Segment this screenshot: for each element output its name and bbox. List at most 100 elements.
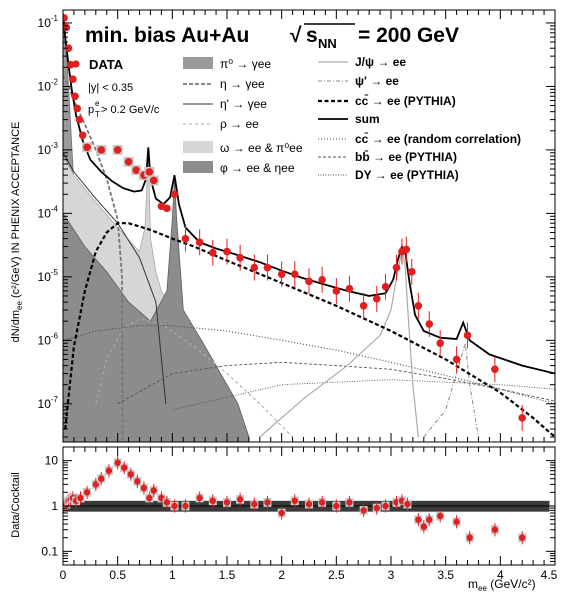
ratio-point bbox=[134, 478, 141, 485]
ratio-point bbox=[182, 502, 189, 510]
rho-line bbox=[95, 318, 293, 438]
legend-label: sum bbox=[355, 112, 380, 126]
data-point bbox=[332, 287, 341, 295]
plot-title: min. bias Au+Au √ s NN = 200 GeV bbox=[85, 23, 459, 51]
data-point bbox=[263, 263, 272, 272]
data-point bbox=[491, 365, 499, 374]
data-point bbox=[66, 60, 75, 69]
data-point bbox=[414, 301, 423, 310]
data-point bbox=[124, 157, 133, 166]
data-point bbox=[359, 301, 368, 310]
x-tick-label: 3 bbox=[388, 568, 395, 582]
y-tick-label: 10-5 bbox=[38, 268, 59, 284]
data-point bbox=[518, 414, 526, 422]
ratio-point bbox=[278, 509, 285, 517]
cut-pt-value: > 0.2 GeV/c bbox=[101, 104, 160, 116]
data-point bbox=[63, 14, 68, 22]
data-point bbox=[372, 295, 381, 303]
legend-label: ω → ee & π⁰ee bbox=[220, 141, 303, 155]
bottom-axes: 0.1 1 10 0 0.5 1 1.5 2 2.5 3 3.5 4 4.5 bbox=[41, 446, 558, 582]
y-tick-label: 10-4 bbox=[38, 204, 59, 220]
y-tick-label: 10 bbox=[45, 454, 59, 468]
data-point bbox=[97, 146, 106, 154]
bottom-y-axis-label: Data/Cocktail bbox=[10, 472, 22, 537]
legend-label: J/ψ → ee bbox=[355, 55, 406, 69]
legend-label: cc̄ → ee (PYTHIA) bbox=[355, 94, 456, 108]
bottom-frame bbox=[62, 446, 556, 566]
bottom-pythia-line bbox=[117, 361, 555, 405]
data-point bbox=[75, 115, 84, 124]
y-tick-label: 10-2 bbox=[38, 77, 59, 93]
data-points bbox=[63, 14, 526, 431]
ratio-point bbox=[437, 512, 444, 520]
ratio-point bbox=[121, 464, 128, 471]
data-point bbox=[436, 339, 445, 348]
y-tick-label: 10-7 bbox=[38, 395, 59, 411]
legend-label: DY → ee (PYTHIA) bbox=[355, 168, 459, 182]
legend-label: cc̄ → ee (random correlation) bbox=[355, 132, 521, 146]
ratio-point bbox=[491, 526, 499, 533]
ratio-point bbox=[305, 500, 313, 508]
title-s-sub: NN bbox=[318, 36, 337, 51]
ratio-point bbox=[140, 484, 148, 492]
ratio-point bbox=[404, 500, 411, 508]
data-point bbox=[63, 23, 71, 32]
x-tick-label: 1 bbox=[169, 568, 176, 582]
data-legend: DATA |y| < 0.35 p e T > 0.2 GeV/c bbox=[72, 57, 160, 119]
x-tick-label: 0 bbox=[60, 568, 67, 582]
ratio-point bbox=[127, 471, 134, 478]
data-point bbox=[73, 104, 82, 113]
legend-label: η' → γee bbox=[220, 97, 267, 111]
data-point bbox=[305, 277, 313, 286]
data-point bbox=[381, 282, 390, 291]
cut-pt-p: p bbox=[88, 104, 94, 116]
x-tick-label: 2.5 bbox=[328, 568, 345, 582]
ratio-point bbox=[150, 487, 157, 494]
data-point bbox=[407, 268, 416, 276]
title-text: min. bias Au+Au bbox=[85, 24, 249, 47]
ratio-point bbox=[466, 534, 473, 541]
y-tick-label: 10-1 bbox=[38, 14, 59, 30]
legend-swatch bbox=[183, 57, 213, 69]
legend-label: ψ' → ee bbox=[355, 74, 399, 88]
ratio-point bbox=[373, 504, 380, 512]
legend-data-marker bbox=[72, 60, 80, 68]
cut-pt-sup: e bbox=[95, 99, 100, 108]
ratio-point bbox=[426, 516, 433, 523]
ratio-point bbox=[264, 499, 271, 506]
y-tick-label: 0.1 bbox=[41, 544, 58, 558]
data-point bbox=[195, 238, 204, 247]
ratio-point bbox=[146, 494, 153, 502]
data-point bbox=[392, 263, 401, 272]
ratio-point bbox=[333, 502, 340, 510]
ratio-point bbox=[453, 518, 460, 525]
data-point bbox=[277, 270, 286, 279]
ratio-point bbox=[105, 467, 113, 474]
data-point bbox=[64, 44, 73, 53]
data-point bbox=[223, 247, 231, 256]
ratio-point bbox=[251, 500, 258, 508]
ratio-point bbox=[291, 497, 298, 505]
eta-dalitz-line bbox=[63, 74, 124, 442]
data-point bbox=[290, 270, 299, 279]
top-frame bbox=[62, 9, 556, 443]
x-tick-label: 4.5 bbox=[541, 568, 558, 582]
legend-label: π⁰ → γee bbox=[220, 57, 271, 71]
legend-data-label: DATA bbox=[89, 57, 124, 72]
ratio-point bbox=[83, 489, 91, 496]
x-tick-label: 0.5 bbox=[109, 568, 126, 582]
data-point bbox=[83, 143, 91, 152]
legend-label: bb̄ → ee (PYTHIA) bbox=[355, 150, 457, 164]
jpsi-line bbox=[259, 250, 419, 438]
legend-swatch bbox=[183, 161, 213, 173]
legend-swatch bbox=[183, 141, 213, 153]
data-point bbox=[145, 168, 154, 176]
ratio-point bbox=[346, 499, 353, 506]
data-point bbox=[132, 166, 141, 174]
data-point bbox=[78, 131, 87, 140]
title-energy: = 200 GeV bbox=[358, 24, 459, 47]
cut-pt-sub: T bbox=[95, 110, 100, 119]
ratio-point bbox=[360, 507, 367, 514]
y-tick-label: 10-6 bbox=[38, 331, 59, 347]
